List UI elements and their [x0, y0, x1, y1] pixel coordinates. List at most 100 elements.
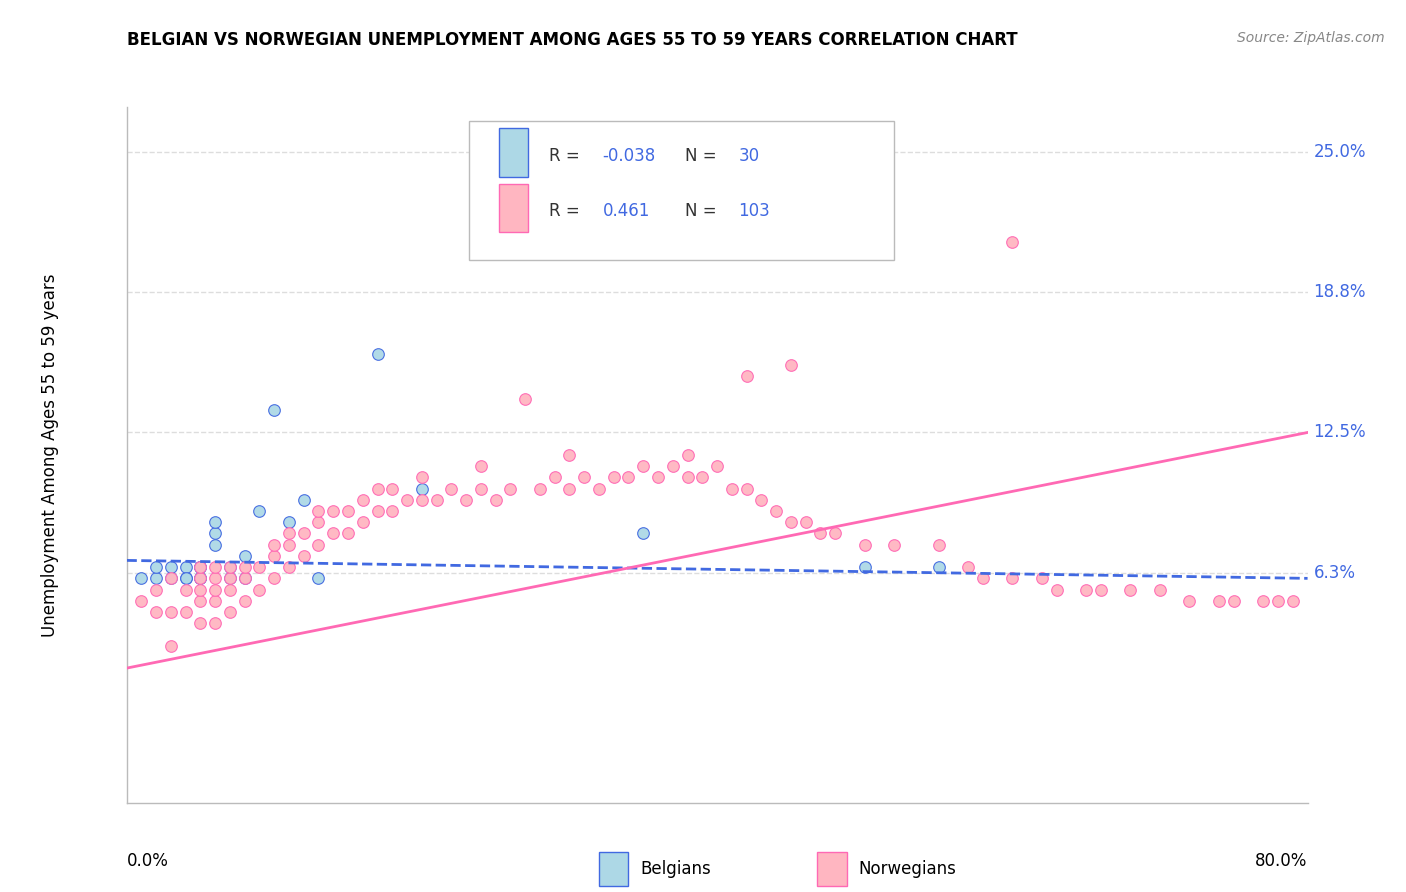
Bar — [817, 852, 846, 887]
Point — [247, 582, 270, 597]
Point — [219, 582, 242, 597]
Point — [690, 470, 713, 484]
Point — [676, 470, 699, 484]
Point — [204, 526, 226, 541]
FancyBboxPatch shape — [470, 121, 894, 260]
Point — [1090, 582, 1112, 597]
Point — [174, 571, 197, 585]
Point — [188, 582, 211, 597]
Point — [188, 571, 211, 585]
Point — [233, 549, 256, 563]
Point — [1031, 571, 1053, 585]
Point — [1149, 582, 1171, 597]
Point — [735, 482, 758, 496]
Point — [1001, 235, 1024, 249]
Bar — [499, 184, 529, 232]
Point — [558, 212, 581, 227]
Point — [219, 560, 242, 574]
Point — [411, 492, 433, 507]
Point — [411, 470, 433, 484]
Point — [159, 605, 183, 619]
Point — [188, 560, 211, 574]
Point — [1251, 594, 1274, 608]
Bar — [599, 852, 628, 887]
Point — [396, 492, 419, 507]
Text: 103: 103 — [738, 202, 770, 220]
Text: R =: R = — [550, 202, 591, 220]
Point — [188, 571, 211, 585]
Point — [159, 560, 183, 574]
Point — [219, 560, 242, 574]
Point — [145, 605, 167, 619]
Point — [188, 560, 211, 574]
Bar — [499, 128, 529, 177]
Point — [292, 526, 315, 541]
Text: 25.0%: 25.0% — [1313, 143, 1367, 161]
Point — [263, 538, 285, 552]
Point — [307, 538, 329, 552]
Text: -0.038: -0.038 — [603, 147, 655, 165]
Point — [159, 571, 183, 585]
Point — [647, 470, 669, 484]
Text: Norwegians: Norwegians — [859, 860, 956, 878]
Point — [322, 504, 344, 518]
Point — [499, 482, 522, 496]
Point — [352, 515, 374, 529]
Point — [188, 594, 211, 608]
Point — [883, 538, 905, 552]
Point — [765, 504, 787, 518]
Point — [1267, 594, 1289, 608]
Point — [779, 515, 801, 529]
Point — [174, 582, 197, 597]
Point — [278, 560, 301, 574]
Point — [307, 504, 329, 518]
Point — [247, 504, 270, 518]
Point — [247, 560, 270, 574]
Point — [588, 482, 610, 496]
Point — [661, 459, 683, 474]
Point — [454, 492, 477, 507]
Point — [381, 504, 404, 518]
Point — [735, 369, 758, 384]
Point — [307, 515, 329, 529]
Point — [824, 526, 846, 541]
Point — [1045, 582, 1069, 597]
Point — [129, 571, 153, 585]
Point — [204, 571, 226, 585]
Point — [366, 347, 388, 361]
Text: 80.0%: 80.0% — [1256, 852, 1308, 870]
Point — [631, 526, 654, 541]
Point — [631, 459, 654, 474]
Point — [174, 605, 197, 619]
Point — [779, 358, 801, 372]
Point — [1282, 594, 1305, 608]
Text: 30: 30 — [738, 147, 759, 165]
Point — [292, 549, 315, 563]
Point — [470, 482, 492, 496]
Point — [853, 538, 876, 552]
Point — [204, 616, 226, 631]
Point — [159, 571, 183, 585]
Point — [381, 482, 404, 496]
Point — [204, 582, 226, 597]
Point — [956, 560, 979, 574]
Point — [204, 515, 226, 529]
Point — [204, 538, 226, 552]
Point — [366, 482, 388, 496]
Point — [322, 526, 344, 541]
Point — [307, 571, 329, 585]
Point — [366, 504, 388, 518]
Point — [1119, 582, 1142, 597]
Text: Unemployment Among Ages 55 to 59 years: Unemployment Among Ages 55 to 59 years — [41, 273, 59, 637]
Point — [558, 448, 581, 462]
Point — [706, 459, 728, 474]
Point — [219, 571, 242, 585]
Point — [617, 470, 640, 484]
Point — [174, 560, 197, 574]
Point — [928, 560, 950, 574]
Point — [337, 526, 360, 541]
Point — [972, 571, 994, 585]
Text: N =: N = — [685, 147, 723, 165]
Point — [1178, 594, 1201, 608]
Point — [204, 560, 226, 574]
